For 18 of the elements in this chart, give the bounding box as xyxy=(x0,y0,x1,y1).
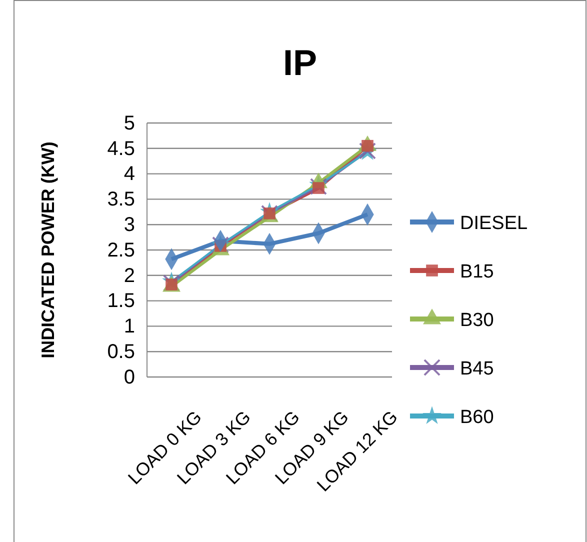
y-tick-label: 4 xyxy=(124,163,135,186)
y-tick-label: 3.5 xyxy=(107,188,135,211)
y-tick-label: 3 xyxy=(124,214,135,236)
legend-label: B30 xyxy=(460,310,494,331)
y-axis-title: INDICATED POWER (KW) xyxy=(38,142,58,358)
chart-title: IP xyxy=(282,42,318,83)
y-tick-label: 2 xyxy=(124,264,135,287)
y-tick-label: 5 xyxy=(124,112,135,134)
y-tick-label: 1 xyxy=(124,316,135,338)
legend-label: B60 xyxy=(460,407,494,428)
legend-label: DIESEL xyxy=(460,213,528,234)
legend-label: B45 xyxy=(460,358,494,380)
y-tick-label: 4.5 xyxy=(107,138,135,160)
y-tick-label: 0 xyxy=(124,366,135,388)
y-tick-label: 1.5 xyxy=(107,290,135,312)
y-tick-label: 2.5 xyxy=(107,239,135,262)
legend-label: B15 xyxy=(460,262,494,282)
y-tick-label: 0.5 xyxy=(107,341,135,363)
